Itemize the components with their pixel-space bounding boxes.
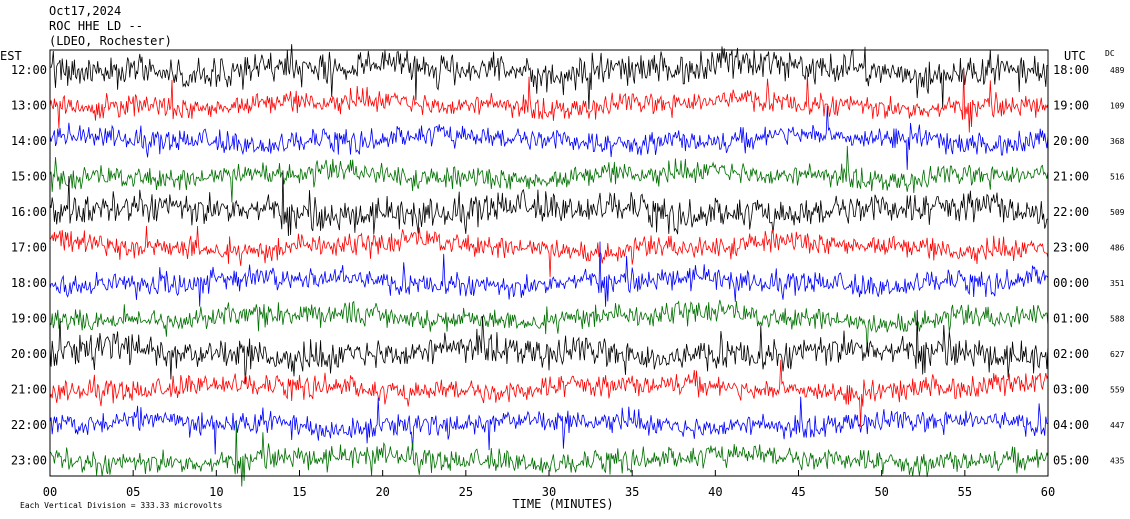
dc-value: 351 bbox=[1110, 279, 1125, 288]
dc-value: 109 bbox=[1110, 102, 1125, 111]
trace-row bbox=[49, 67, 1049, 133]
header-date: Oct17,2024 bbox=[49, 4, 121, 18]
x-tick-label: 45 bbox=[791, 485, 805, 499]
dc-value: 368 bbox=[1110, 137, 1125, 146]
trace-row bbox=[49, 309, 1049, 385]
x-tick-label: 60 bbox=[1041, 485, 1055, 499]
est-tick-label: 16:00 bbox=[11, 205, 47, 219]
est-tick-label: 21:00 bbox=[11, 383, 47, 397]
utc-tick-label: 02:00 bbox=[1053, 347, 1089, 361]
utc-tick-label: 19:00 bbox=[1053, 99, 1089, 113]
trace-row bbox=[49, 145, 1049, 203]
trace-row bbox=[49, 241, 1049, 307]
x-tick-label: 00 bbox=[43, 485, 57, 499]
est-tick-label: 20:00 bbox=[11, 347, 47, 361]
utc-tick-label: 03:00 bbox=[1053, 383, 1089, 397]
utc-tick-label: 20:00 bbox=[1053, 134, 1089, 148]
est-tick-label: 17:00 bbox=[11, 241, 47, 255]
x-axis-title: TIME (MINUTES) bbox=[512, 497, 613, 511]
left-axis-label: EST bbox=[0, 49, 22, 63]
trace-row bbox=[49, 299, 1049, 353]
trace-layer bbox=[49, 44, 1049, 487]
est-tick-label: 23:00 bbox=[11, 454, 47, 468]
dc-value: 486 bbox=[1110, 244, 1125, 253]
utc-tick-label: 21:00 bbox=[1053, 170, 1089, 184]
est-tick-label: 12:00 bbox=[11, 63, 47, 77]
est-tick-label: 22:00 bbox=[11, 418, 47, 432]
utc-tick-label: 23:00 bbox=[1053, 241, 1089, 255]
x-tick-label: 35 bbox=[625, 485, 639, 499]
x-tick-label: 10 bbox=[209, 485, 223, 499]
header-station: ROC HHE LD -- bbox=[49, 19, 143, 33]
utc-tick-label: 22:00 bbox=[1053, 205, 1089, 219]
axis-layer: 12:00 18:00 489 13:00 19:00 109 14:00 20:00 368 1… bbox=[11, 63, 1125, 499]
x-tick-label: 15 bbox=[292, 485, 306, 499]
trace-row bbox=[49, 105, 1049, 170]
dc-value: 559 bbox=[1110, 386, 1125, 395]
x-tick-label: 50 bbox=[874, 485, 888, 499]
x-tick-label: 30 bbox=[542, 485, 556, 499]
x-tick-label: 20 bbox=[375, 485, 389, 499]
dc-value: 588 bbox=[1110, 315, 1125, 324]
dc-value: 509 bbox=[1110, 208, 1125, 217]
footer-note: Each Vertical Division = 333.33 microvol… bbox=[20, 501, 222, 510]
est-tick-label: 14:00 bbox=[11, 134, 47, 148]
dc-label: DC bbox=[1105, 49, 1115, 58]
trace-row bbox=[49, 359, 1049, 427]
x-tick-label: 05 bbox=[126, 485, 140, 499]
x-tick-label: 55 bbox=[958, 485, 972, 499]
header-location: (LDEO, Rochester) bbox=[49, 34, 172, 48]
utc-tick-label: 05:00 bbox=[1053, 454, 1089, 468]
utc-tick-label: 04:00 bbox=[1053, 418, 1089, 432]
trace-row bbox=[49, 396, 1049, 455]
est-tick-label: 19:00 bbox=[11, 312, 47, 326]
x-tick-label: 40 bbox=[708, 485, 722, 499]
x-tick-label: 25 bbox=[459, 485, 473, 499]
est-tick-label: 18:00 bbox=[11, 276, 47, 290]
dc-value: 489 bbox=[1110, 66, 1125, 75]
trace-row bbox=[49, 170, 1048, 237]
est-tick-label: 15:00 bbox=[11, 170, 47, 184]
utc-tick-label: 00:00 bbox=[1053, 276, 1089, 290]
est-tick-label: 13:00 bbox=[11, 99, 47, 113]
trace-row bbox=[49, 44, 1049, 110]
dc-value: 435 bbox=[1110, 457, 1125, 466]
trace-row bbox=[49, 225, 1049, 278]
utc-tick-label: 01:00 bbox=[1053, 312, 1089, 326]
dc-value: 447 bbox=[1110, 421, 1125, 430]
trace-row bbox=[49, 422, 1049, 487]
dc-value: 627 bbox=[1110, 350, 1125, 359]
dc-value: 516 bbox=[1110, 173, 1125, 182]
utc-tick-label: 18:00 bbox=[1053, 63, 1089, 77]
right-axis-label: UTC bbox=[1064, 49, 1086, 63]
